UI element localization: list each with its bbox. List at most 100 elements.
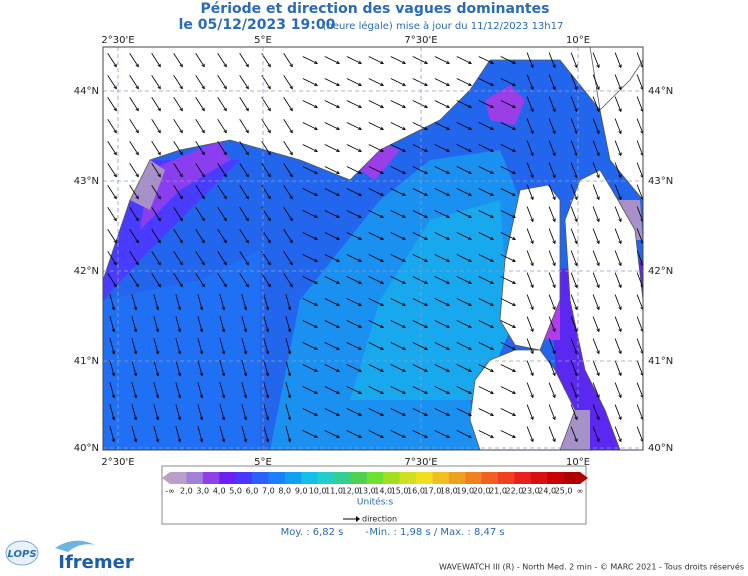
direction-arrow-head [596, 306, 600, 311]
direction-arrow-head [618, 196, 622, 201]
direction-arrow-head [402, 236, 406, 241]
direction-arrow [570, 140, 578, 156]
direction-arrow [173, 97, 183, 111]
direction-arrow-head [468, 390, 472, 395]
direction-arrow [175, 294, 181, 310]
direction-arrow [614, 426, 622, 442]
direction-arrow-head [243, 350, 248, 355]
direction-arrow-head [552, 152, 556, 157]
land [103, 47, 643, 281]
direction-arrow-head [289, 173, 293, 178]
lat-label: 41°N [648, 356, 673, 367]
direction-arrow [368, 320, 384, 328]
direction-arrow [173, 75, 183, 89]
direction-arrow [131, 360, 137, 376]
direction-arrow-head [221, 438, 226, 443]
direction-arrow-head [574, 350, 578, 355]
direction-arrow [324, 408, 340, 416]
direction-arrow [390, 320, 406, 328]
direction-arrow-head [380, 192, 384, 197]
direction-arrow-head [512, 192, 516, 197]
direction-arrow [109, 316, 115, 332]
direction-arrow [285, 316, 291, 332]
direction-arrow [283, 53, 293, 67]
direction-arrow [153, 404, 159, 420]
direction-arrow-head [265, 416, 270, 421]
direction-arrow-head [490, 192, 494, 197]
direction-arrow-head [574, 152, 578, 157]
legend-swatch [530, 472, 548, 484]
direction-arrow-head [113, 283, 117, 288]
legend-swatch [334, 472, 351, 484]
direction-arrow-head [596, 108, 600, 113]
direction-arrow-head [618, 218, 622, 223]
direction-arrow [478, 100, 494, 108]
direction-arrow-head [336, 236, 340, 241]
direction-arrow [570, 360, 578, 376]
direction-arrow [263, 294, 269, 310]
direction-arrow-head [245, 173, 249, 178]
lon-label: 10°E [566, 457, 590, 468]
direction-arrow-head [618, 350, 622, 355]
legend-swatch [448, 472, 466, 484]
direction-arrow-head [380, 434, 384, 439]
direction-arrow [131, 426, 137, 442]
direction-arrow [570, 404, 578, 420]
direction-arrow [434, 430, 450, 438]
direction-arrow [412, 78, 428, 86]
direction-arrow-head [133, 350, 138, 355]
direction-arrow [390, 56, 406, 64]
direction-arrow-head [111, 372, 116, 377]
direction-arrow-head [336, 346, 340, 351]
direction-arrow-head [243, 394, 248, 399]
direction-arrow [592, 162, 600, 178]
direction-arrow [151, 185, 161, 199]
legend-swatch [383, 472, 401, 484]
direction-arrow-head [177, 438, 182, 443]
direction-arrow [500, 298, 516, 306]
direction-arrow [614, 228, 622, 244]
direction-arrow [456, 430, 472, 438]
direction-arrow [570, 74, 578, 90]
direction-arrow-head [199, 372, 204, 377]
direction-arrow [263, 360, 269, 376]
direction-arrow-head [490, 258, 494, 263]
direction-arrow-head [574, 174, 578, 179]
direction-arrow-head [314, 258, 318, 263]
direction-arrow-head [512, 214, 516, 219]
direction-arrow [283, 119, 293, 133]
direction-arrow-head [179, 261, 183, 266]
direction-arrow [368, 78, 384, 86]
direction-arrow [478, 166, 494, 174]
direction-arrow [368, 254, 384, 262]
direction-arrow-head [446, 346, 450, 351]
direction-arrow [548, 162, 556, 178]
direction-arrow [614, 316, 622, 332]
direction-arrow [368, 430, 384, 438]
direction-arrow-head [574, 394, 578, 399]
direction-arrow [570, 96, 578, 112]
direction-arrow-head [490, 368, 494, 373]
direction-arrow-head [155, 350, 160, 355]
direction-arrow [434, 166, 450, 174]
direction-arrow-head [424, 324, 428, 329]
direction-arrow-head [133, 394, 138, 399]
direction-arrow [412, 144, 428, 152]
direction-arrow [239, 141, 249, 155]
legend-unit: Unités:s [357, 497, 394, 508]
direction-arrow-head [490, 214, 494, 219]
direction-arrow [500, 144, 516, 152]
direction-arrow [478, 254, 494, 262]
direction-arrow [592, 404, 600, 420]
direction-arrow-head [512, 258, 516, 263]
direction-arrow-head [552, 64, 556, 69]
direction-arrow [456, 188, 472, 196]
direction-arrow [153, 338, 159, 354]
direction-arrow [570, 250, 578, 266]
direction-arrow [434, 342, 450, 350]
direction-arrow [614, 206, 622, 222]
direction-arrow-head [468, 412, 472, 417]
direction-arrow [195, 185, 205, 199]
direction-arrow [263, 404, 269, 420]
direction-arrow [346, 56, 362, 64]
